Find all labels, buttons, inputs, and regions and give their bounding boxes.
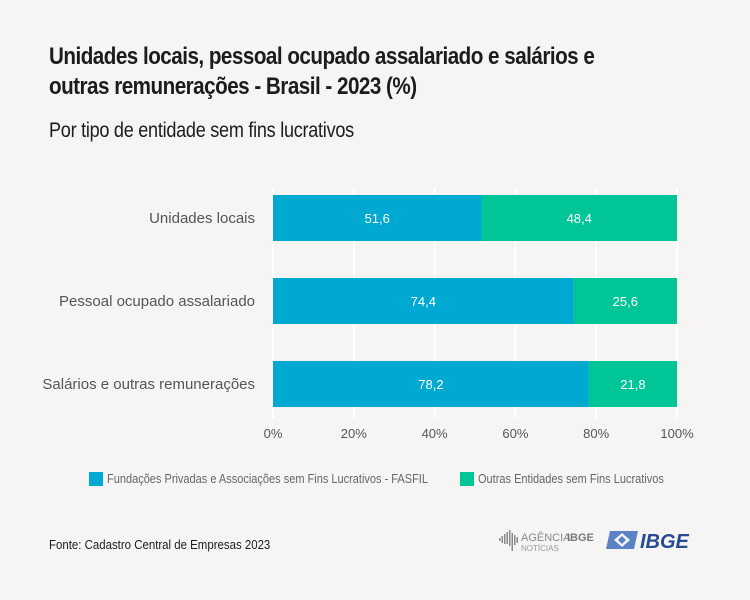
- chart-subtitle: Por tipo de entidade sem fins lucrativos: [49, 119, 354, 142]
- bar-segment-fasfil: [273, 278, 574, 324]
- data-label: 74,4: [411, 294, 436, 309]
- category-labels: Unidades locais Pessoal ocupado assalaria…: [42, 210, 255, 393]
- logo-noticias-text: NOTÍCIAS: [521, 544, 559, 553]
- source-note: Fonte: Cadastro Central de Empresas 2023: [49, 537, 271, 552]
- ibge-emblem-icon: [606, 531, 638, 549]
- x-tick-label: 0%: [264, 426, 283, 441]
- category-label: Salários e outras remunerações: [42, 376, 255, 393]
- bars: 51,6 48,4 74,4 25,6 78,2 21,8: [273, 195, 677, 407]
- stacked-bar-chart: 51,6 48,4 74,4 25,6 78,2 21,8 Unidades locais…: [42, 188, 694, 441]
- category-label: Pessoal ocupado assalariado: [59, 293, 255, 310]
- legend-item-outras: Outras Entidades sem Fins Lucrativos: [460, 472, 689, 486]
- x-tick-label: 60%: [502, 426, 528, 441]
- data-label: 48,4: [567, 211, 592, 226]
- data-label: 25,6: [613, 294, 638, 309]
- bar-segment-outras: [573, 278, 677, 324]
- legend-item-fasfil: Fundações Privadas e Associações sem Fin…: [89, 472, 472, 486]
- chart-title-line-2: outras remunerações - Brasil - 2023 (%): [49, 73, 417, 100]
- legend-label-outras: Outras Entidades sem Fins Lucrativos: [478, 472, 664, 486]
- logo-agencia-ibge-text: IBGE: [567, 532, 594, 544]
- bar-segment-outras: [481, 195, 677, 241]
- x-tick-label: 20%: [341, 426, 367, 441]
- x-tick-label: 40%: [422, 426, 448, 441]
- x-axis-ticks: 0% 20% 40% 60% 80% 100%: [264, 426, 694, 441]
- data-label: 78,2: [418, 377, 443, 392]
- agencia-ibge-noticias-logo: AGÊNCIA IBGE NOTÍCIAS: [499, 530, 594, 553]
- legend-label-fasfil: Fundações Privadas e Associações sem Fin…: [107, 472, 428, 486]
- category-label: Unidades locais: [149, 210, 255, 227]
- legend: Fundações Privadas e Associações sem Fin…: [0, 472, 750, 490]
- chart-title: Unidades locais, pessoal ocupado assalar…: [49, 42, 634, 102]
- ibge-logo: IBGE: [606, 531, 690, 553]
- logo-ibge-text: IBGE: [640, 531, 690, 553]
- bar-segment-fasfil: [273, 361, 589, 407]
- agencia-bars-icon: [499, 530, 518, 551]
- bar-segment-fasfil: [273, 195, 482, 241]
- data-label: 21,8: [620, 377, 645, 392]
- chart-title-line-1: Unidades locais, pessoal ocupado assalar…: [49, 43, 595, 70]
- x-tick-label: 80%: [583, 426, 609, 441]
- x-tick-label: 100%: [660, 426, 694, 441]
- logo-agencia-text: AGÊNCIA: [521, 531, 571, 544]
- legend-swatch-outras: [460, 472, 474, 486]
- legend-swatch-fasfil: [89, 472, 103, 486]
- bar-segment-outras: [588, 361, 677, 407]
- data-label: 51,6: [365, 211, 390, 226]
